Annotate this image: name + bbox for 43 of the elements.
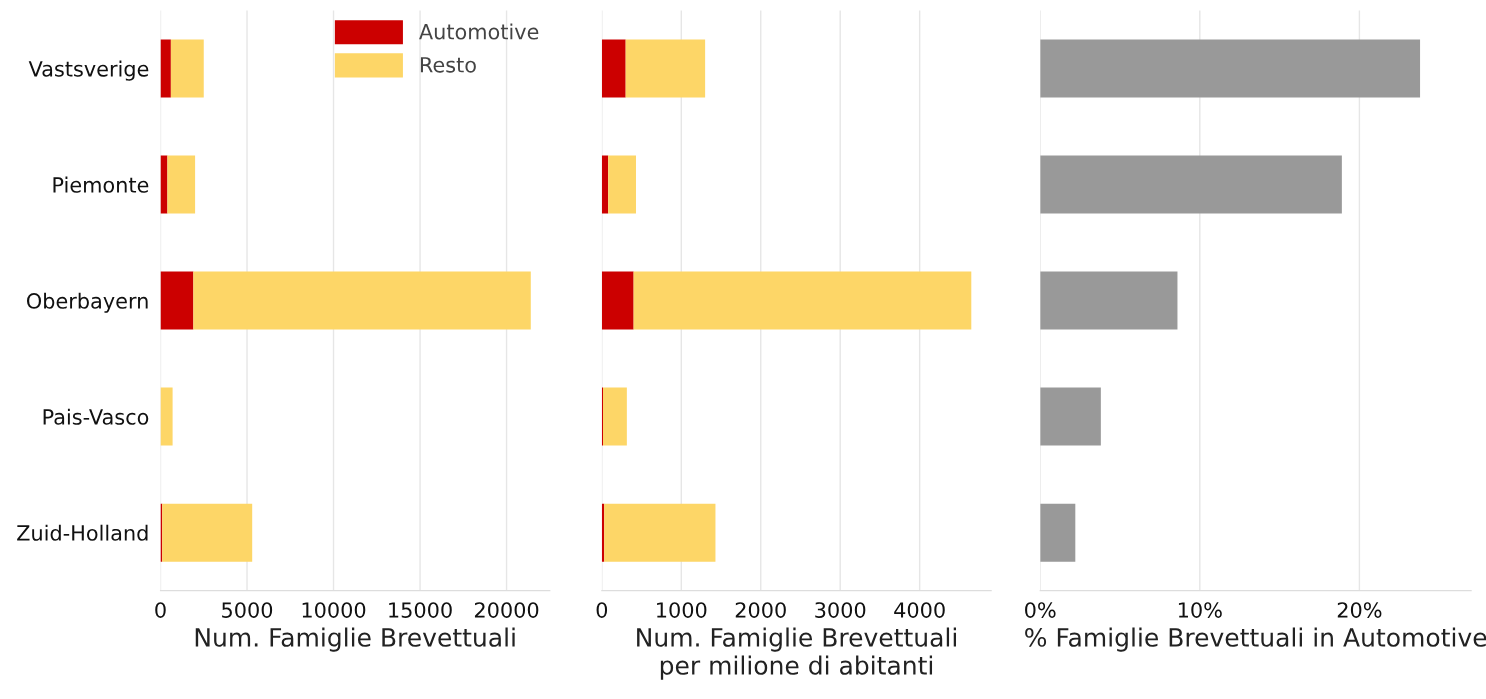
- y-tick-label: Oberbayern: [26, 292, 148, 313]
- x-tick-label: 20000: [474, 602, 539, 618]
- bar: [1040, 387, 1101, 446]
- x-tick-label: 2000: [735, 602, 786, 618]
- bar: [625, 39, 706, 98]
- bar: [1040, 503, 1076, 562]
- bar: [1040, 39, 1421, 98]
- bar: [170, 39, 204, 98]
- x-tick-label: 1000: [657, 602, 707, 618]
- bar: [633, 271, 972, 330]
- bar: [162, 503, 253, 562]
- y-tick-label: Vastsverige: [28, 60, 149, 81]
- bar: [601, 155, 609, 214]
- bar: [601, 39, 626, 98]
- x-axis-title: % Famiglie Brevettuali in Automotive: [1025, 627, 1486, 652]
- x-axis-title: Num. Famiglie Brevettuali: [195, 627, 515, 652]
- bar: [603, 387, 627, 446]
- x-tick-label: 3000: [815, 602, 866, 618]
- x-tick-label: 0%: [1025, 602, 1056, 618]
- bar: [160, 271, 194, 330]
- bar: [601, 271, 634, 330]
- x-tick-label: 4000: [894, 602, 945, 618]
- x-tick-label: 10%: [1178, 602, 1222, 618]
- y-tick-label: Pais-Vasco: [43, 408, 149, 425]
- bar: [167, 155, 196, 214]
- bar: [193, 271, 531, 330]
- bar: [608, 155, 636, 214]
- x-tick-label: 10000: [302, 602, 366, 618]
- legend-label: Resto: [420, 57, 476, 73]
- x-axis-title: Num. Famiglie Brevettuali per milione di abitanti: [637, 627, 956, 680]
- bar: [1040, 271, 1178, 330]
- bar: [604, 503, 716, 562]
- x-tick-label: 0: [155, 602, 166, 618]
- bar: [160, 387, 173, 446]
- y-tick-label: Piemonte: [53, 176, 149, 193]
- bar: [160, 39, 171, 98]
- x-tick-label: 0: [596, 602, 608, 618]
- y-tick-label: Zuid-Holland: [17, 524, 148, 541]
- bar: [1040, 155, 1342, 214]
- x-tick-label: 20%: [1337, 602, 1382, 618]
- x-tick-label: 15000: [389, 602, 452, 618]
- x-tick-label: 5000: [222, 602, 273, 618]
- legend-label: Automotive: [419, 23, 539, 40]
